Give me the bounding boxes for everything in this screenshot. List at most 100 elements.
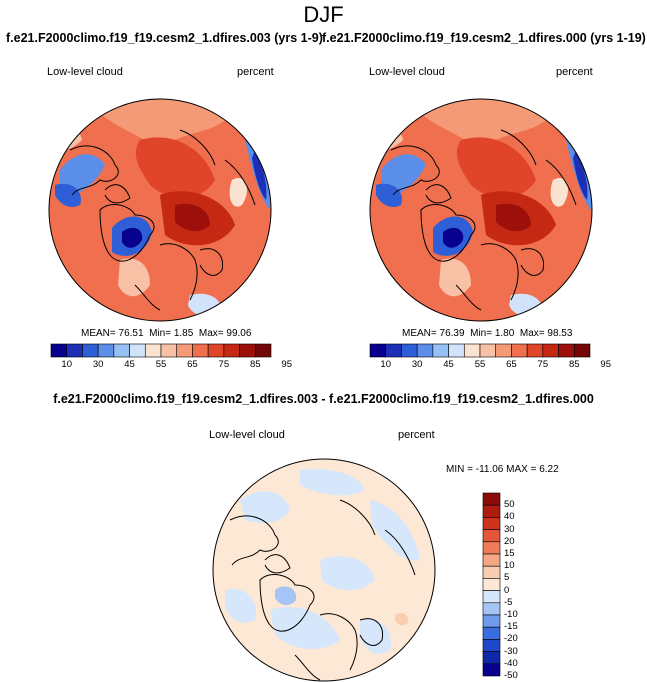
- colorbar-tick-label: 30: [92, 359, 104, 370]
- colorbar-tick-label: 10: [61, 359, 72, 370]
- colorbar-tick-label: 0: [504, 584, 510, 596]
- panel1-right-label: percent: [237, 66, 274, 78]
- colorbar-tick-label: 50: [504, 499, 515, 511]
- colorbar-tick-label: 5: [504, 572, 510, 584]
- panel3-region-e: [225, 589, 256, 623]
- colorbar-swatch: [482, 639, 501, 652]
- colorbar-swatch: [573, 343, 591, 358]
- colorbar-swatch: [385, 343, 402, 358]
- colorbar-swatch: [482, 602, 501, 616]
- colorbar-tick-label: 65: [506, 359, 517, 370]
- panel2-right-label: percent: [556, 66, 593, 78]
- colorbar-swatch: [482, 492, 501, 506]
- panel2-max-value: 98.53: [547, 328, 573, 339]
- colorbar-swatch: [192, 343, 209, 358]
- panel2-mean-label: MEAN=: [402, 328, 437, 339]
- panel1-region-atlantic: [118, 258, 150, 297]
- colorbar-swatch: [482, 663, 501, 677]
- panel1-max-value: 99.06: [226, 328, 252, 339]
- panel1-region-pacific: [95, 99, 230, 150]
- colorbar-tick-label: 75: [218, 359, 230, 370]
- colorbar-swatch: [176, 343, 193, 358]
- panel3-stats: MIN = -11.06 MAX = 6.22: [446, 464, 559, 475]
- colorbar-tick-label: -40: [504, 657, 518, 669]
- panel2-region-barents-core: [496, 203, 531, 232]
- colorbar-tick-label: 15: [504, 548, 515, 559]
- colorbar-swatch: [239, 343, 256, 358]
- panel2-mean-value: 76.39: [439, 328, 465, 339]
- colorbar-swatch: [97, 343, 115, 358]
- panel3-region-g: [360, 619, 391, 655]
- colorbar-swatch: [482, 529, 501, 543]
- panel2-title: f.e21.F2000climo.f19_f19.cesm2_1.dfires.…: [322, 31, 646, 45]
- colorbar-swatch: [66, 343, 83, 358]
- colorbar-swatch: [129, 343, 146, 358]
- colorbar-swatch: [254, 343, 272, 358]
- colorbar-tick-label: 40: [504, 511, 515, 523]
- panel2-region-atlantic: [439, 258, 471, 297]
- panel3-map-border: [212, 458, 436, 682]
- panel1-region-barents-core: [175, 203, 210, 232]
- panel2-min-value: 1.80: [494, 328, 515, 339]
- colorbar-swatch: [482, 651, 501, 665]
- colorbar-tick-label: 55: [474, 359, 486, 370]
- colorbar-tick-label: -5: [504, 596, 513, 608]
- panel1-region-labrador: [229, 178, 247, 207]
- colorbar-swatch: [482, 614, 501, 628]
- panel2-map-border: [369, 98, 593, 322]
- panel3-region-b: [300, 468, 365, 496]
- panel1-mean-label: MEAN=: [81, 328, 116, 339]
- panel3-map: [213, 459, 435, 681]
- colorbar-tick-label: -20: [504, 633, 518, 645]
- panel2-left-label: Low-level cloud: [369, 66, 445, 78]
- colorbar-tick-label: 10: [504, 560, 515, 572]
- colorbar-swatch: [542, 343, 559, 358]
- colorbar-swatch: [482, 504, 501, 518]
- panel3-left-label: Low-level cloud: [209, 429, 285, 441]
- colorbar-swatch: [223, 343, 240, 358]
- panel1-colorbar: [50, 343, 272, 358]
- colorbar-swatch: [479, 343, 497, 358]
- panel1-max-label: Max=: [198, 328, 224, 339]
- colorbar-tick-label: -10: [504, 609, 518, 620]
- panel3-region-d: [320, 556, 375, 591]
- panel3-region-c: [370, 500, 420, 561]
- colorbar-swatch: [482, 590, 501, 604]
- panel3-title: f.e21.F2000climo.f19_f19.cesm2_1.dfires.…: [53, 392, 594, 406]
- colorbar-tick-label: -30: [504, 645, 518, 657]
- panel1-region-arctic: [135, 137, 215, 198]
- colorbar-swatch: [482, 626, 501, 640]
- colorbar-swatch: [50, 343, 68, 358]
- colorbar-swatch: [482, 517, 501, 530]
- colorbar-tick-label: 55: [155, 359, 167, 370]
- panel1-left-label: Low-level cloud: [47, 66, 123, 78]
- panel3-right-label: percent: [398, 429, 435, 441]
- colorbar-swatch: [144, 343, 162, 358]
- colorbar-swatch: [482, 541, 501, 555]
- panel2-colorbar: [369, 343, 591, 358]
- panel2-map: [370, 99, 592, 321]
- colorbar-swatch: [113, 343, 130, 358]
- panel2-stats: MEAN= 76.39 Min= 1.80 Max= 98.53: [402, 328, 572, 339]
- panel1-stats: MEAN= 76.51 Min= 1.85 Max= 99.06: [81, 328, 251, 339]
- figure-title: DJF: [303, 2, 344, 27]
- colorbar-swatch: [482, 578, 501, 591]
- panel1-title: f.e21.F2000climo.f19_f19.cesm2_1.dfires.…: [6, 31, 323, 45]
- panel1-region-greenland-core: [122, 227, 143, 248]
- colorbar-tick-label: -15: [504, 621, 518, 633]
- colorbar-swatch: [160, 343, 178, 358]
- panel2-region-arctic: [456, 137, 536, 198]
- colorbar-tick-label: 45: [443, 359, 454, 370]
- colorbar-swatch: [511, 343, 528, 358]
- colorbar-swatch: [369, 343, 387, 358]
- panel3-colorbar: [482, 492, 501, 677]
- panel2-coastlines: [390, 129, 577, 311]
- panel3-max-value: 6.22: [539, 464, 559, 475]
- panel1-min-label: Min=: [149, 328, 172, 339]
- colorbar-tick-label: 65: [187, 359, 198, 370]
- panel3-max-label: MAX =: [506, 464, 537, 475]
- panel2-max-label: Max=: [519, 328, 545, 339]
- colorbar-tick-label: 20: [504, 535, 515, 547]
- colorbar-swatch: [401, 343, 418, 358]
- panel1-map-border: [48, 98, 272, 322]
